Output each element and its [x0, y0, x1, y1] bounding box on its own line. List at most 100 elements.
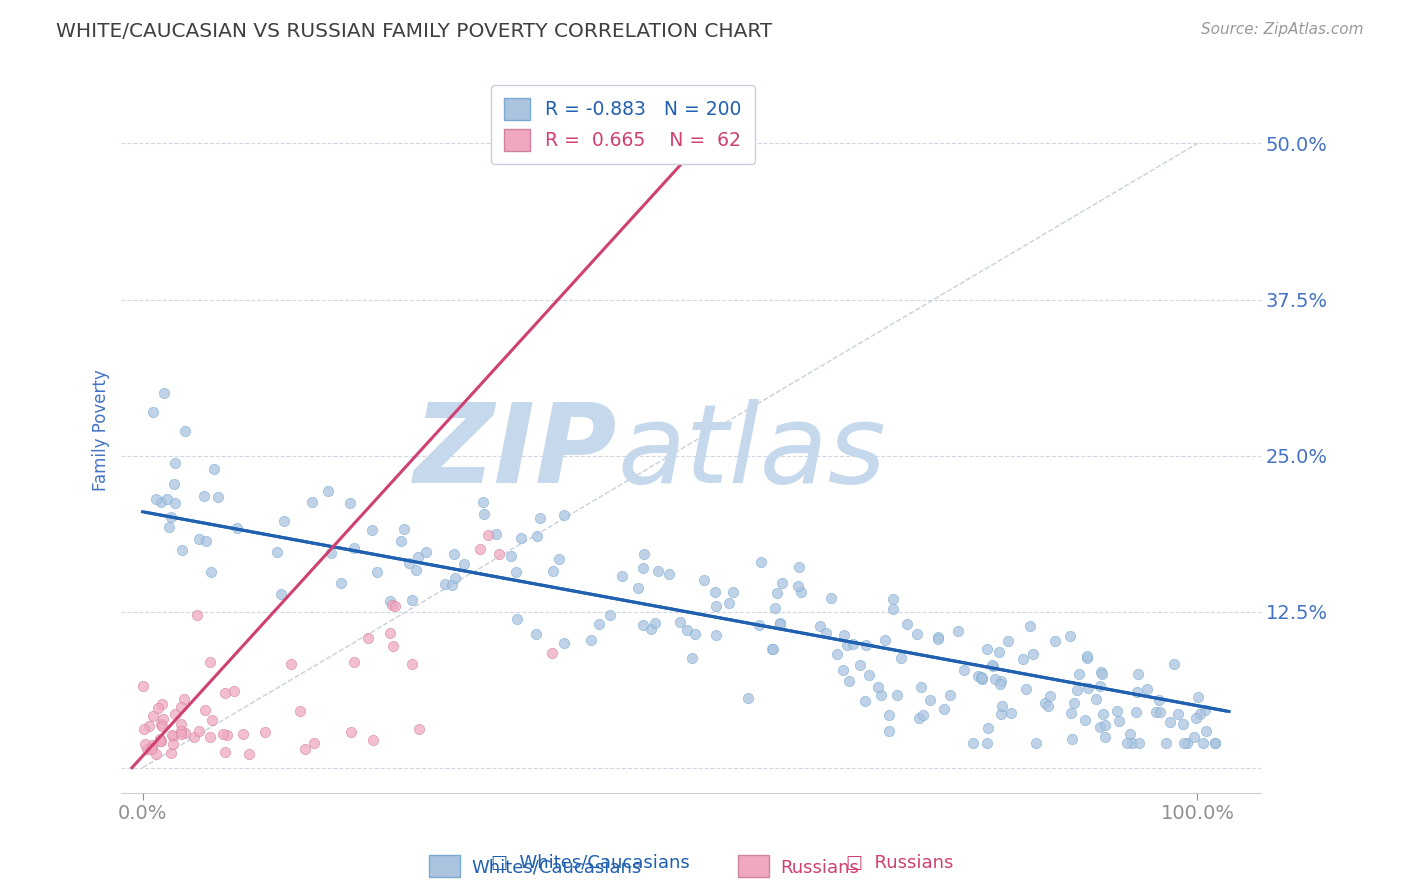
Point: [853, 693, 876, 707]
Point: [599, 608, 621, 623]
Point: [1059, 630, 1081, 644]
Point: [676, 624, 699, 638]
Point: [389, 534, 412, 549]
Point: [472, 494, 495, 508]
Point: [188, 724, 211, 739]
Point: [858, 667, 880, 681]
Point: [927, 632, 949, 646]
Point: [444, 571, 467, 585]
Point: [132, 679, 155, 693]
Point: [145, 747, 167, 761]
Point: [1060, 706, 1083, 720]
Point: [1073, 714, 1095, 728]
Point: [406, 550, 429, 565]
Point: [1128, 667, 1150, 681]
Point: [152, 712, 174, 726]
Point: [381, 598, 404, 612]
Point: [877, 708, 900, 723]
Point: [976, 642, 998, 657]
Point: [200, 565, 222, 579]
Point: [981, 659, 1004, 673]
Point: [319, 545, 342, 559]
Point: [1187, 690, 1209, 705]
Point: [946, 624, 969, 639]
Point: [173, 692, 195, 706]
Point: [1159, 714, 1181, 729]
Point: [162, 729, 184, 743]
Point: [1018, 619, 1040, 633]
Point: [207, 490, 229, 504]
Point: [588, 616, 610, 631]
Point: [382, 639, 405, 653]
Point: [146, 701, 169, 715]
Point: [149, 734, 172, 748]
Point: [162, 737, 184, 751]
Point: [1175, 736, 1198, 750]
Point: [1066, 683, 1088, 698]
Point: [1084, 691, 1107, 706]
Point: [693, 573, 716, 587]
Point: [142, 708, 165, 723]
Point: [581, 633, 603, 648]
Point: [918, 692, 941, 706]
Point: [997, 634, 1019, 648]
Point: [510, 531, 533, 545]
Point: [1000, 706, 1022, 721]
Point: [301, 495, 323, 509]
Point: [553, 635, 575, 649]
Point: [748, 618, 770, 632]
Point: [1125, 705, 1147, 719]
Point: [1076, 648, 1098, 663]
Point: [1094, 718, 1116, 732]
Point: [981, 658, 1004, 673]
Point: [149, 731, 172, 746]
Point: [443, 547, 465, 561]
Point: [1128, 736, 1150, 750]
Point: [339, 725, 361, 739]
Point: [769, 616, 792, 631]
Text: Russians: Russians: [780, 859, 859, 877]
Point: [869, 688, 891, 702]
Point: [1036, 698, 1059, 713]
Point: [612, 569, 634, 583]
Point: [170, 700, 193, 714]
Point: [163, 456, 186, 470]
Point: [704, 628, 727, 642]
Point: [501, 549, 523, 563]
Point: [882, 591, 904, 606]
Point: [1090, 665, 1112, 679]
Point: [927, 630, 949, 644]
Point: [434, 577, 457, 591]
Point: [1088, 679, 1111, 693]
Point: [990, 706, 1012, 721]
Point: [972, 671, 994, 685]
Point: [266, 545, 288, 559]
Point: [270, 587, 292, 601]
Point: [875, 632, 897, 647]
Point: [769, 617, 792, 632]
Text: WHITE/CAUCASIAN VS RUSSIAN FAMILY POVERTY CORRELATION CHART: WHITE/CAUCASIAN VS RUSSIAN FAMILY POVERT…: [56, 22, 772, 41]
Point: [882, 602, 904, 616]
Point: [1012, 652, 1035, 666]
Point: [962, 736, 984, 750]
Point: [683, 627, 706, 641]
Point: [766, 586, 789, 600]
Point: [132, 723, 155, 737]
Point: [170, 543, 193, 558]
Point: [681, 651, 703, 665]
Point: [134, 737, 156, 751]
Point: [953, 663, 976, 677]
Point: [468, 541, 491, 556]
Point: [658, 567, 681, 582]
Point: [1091, 707, 1114, 722]
Point: [142, 405, 165, 419]
Point: [1094, 730, 1116, 744]
Point: [890, 651, 912, 665]
Point: [808, 619, 831, 633]
Point: [548, 552, 571, 566]
Point: [1118, 727, 1140, 741]
Point: [366, 565, 388, 579]
Point: [541, 564, 564, 578]
Point: [488, 547, 510, 561]
Point: [506, 611, 529, 625]
